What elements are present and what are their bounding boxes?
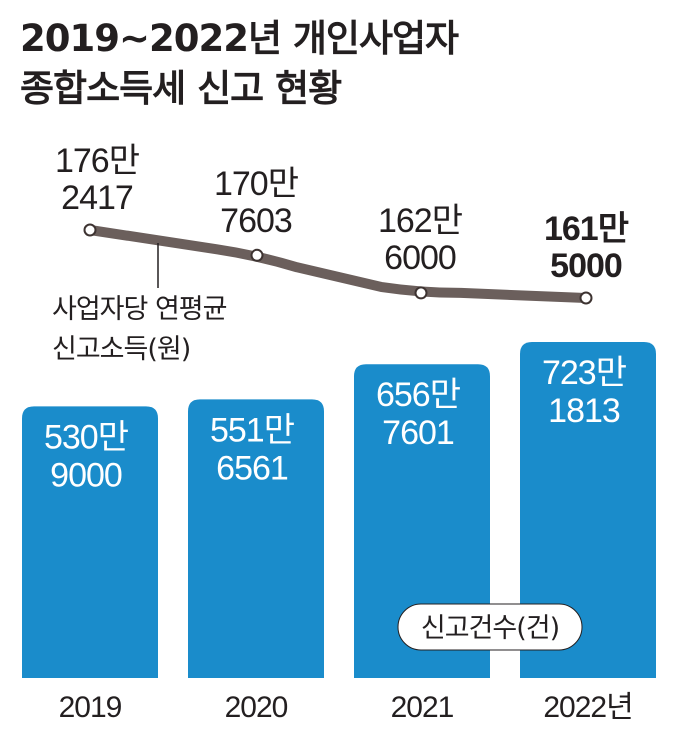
bar-label-2019-top: 530만 (44, 418, 129, 456)
line-label-2019-top: 176만 (55, 142, 140, 180)
x-tick-2019: 2019 (59, 691, 122, 724)
line-label-2020-bottom: 7603 (220, 202, 292, 240)
line-point-2021 (414, 286, 428, 300)
bar-label-2019-bottom: 9000 (50, 456, 122, 494)
legend-bar-pill (397, 603, 583, 651)
legend-line-text-2: 신고소득(원) (52, 334, 190, 365)
bar-2021 (354, 364, 490, 678)
line-series-income (85, 225, 591, 303)
chart-title-line1: 2019~2022년 개인사업자 (20, 17, 459, 60)
line-label-2022년-top: 161만 (544, 210, 629, 248)
bar-label-2021-bottom: 7601 (382, 414, 454, 452)
line-layer (83, 223, 593, 305)
bar-label-2020-bottom: 6561 (216, 449, 288, 487)
line-label-2021-top: 162만 (378, 202, 463, 240)
line-point-2019 (83, 223, 97, 237)
x-tick-2022년: 2022년 (543, 691, 632, 724)
line-label-2019-bottom: 2417 (61, 179, 133, 217)
line-point-2020 (250, 248, 264, 262)
legend-bar-text: 신고건수(건) (421, 613, 559, 644)
bar-2019 (22, 406, 158, 678)
bar-2020 (188, 399, 324, 678)
line-point-2022년 (579, 291, 593, 305)
chart-title-line2: 종합소득세 신고 현황 (20, 67, 342, 110)
bar-label-2020-top: 551만 (210, 411, 295, 449)
x-tick-2020: 2020 (225, 691, 288, 724)
bar-label-2022년-bottom: 1813 (548, 392, 620, 430)
line-label-2022년-bottom: 5000 (550, 247, 622, 285)
bar-label-2022년-top: 723만 (542, 354, 627, 392)
x-tick-2021: 2021 (391, 691, 454, 724)
line-label-2020-top: 170만 (214, 165, 299, 203)
bars-layer (22, 342, 656, 678)
bar-label-2021-top: 656만 (376, 376, 461, 414)
legend-line-text-1: 사업자당 연평균 (52, 294, 227, 325)
line-label-2021-bottom: 6000 (384, 239, 456, 277)
bar-2022년 (520, 342, 656, 678)
chart-title: 2019~2022년 개인사업자 종합소득세 신고 현황 (20, 14, 459, 114)
